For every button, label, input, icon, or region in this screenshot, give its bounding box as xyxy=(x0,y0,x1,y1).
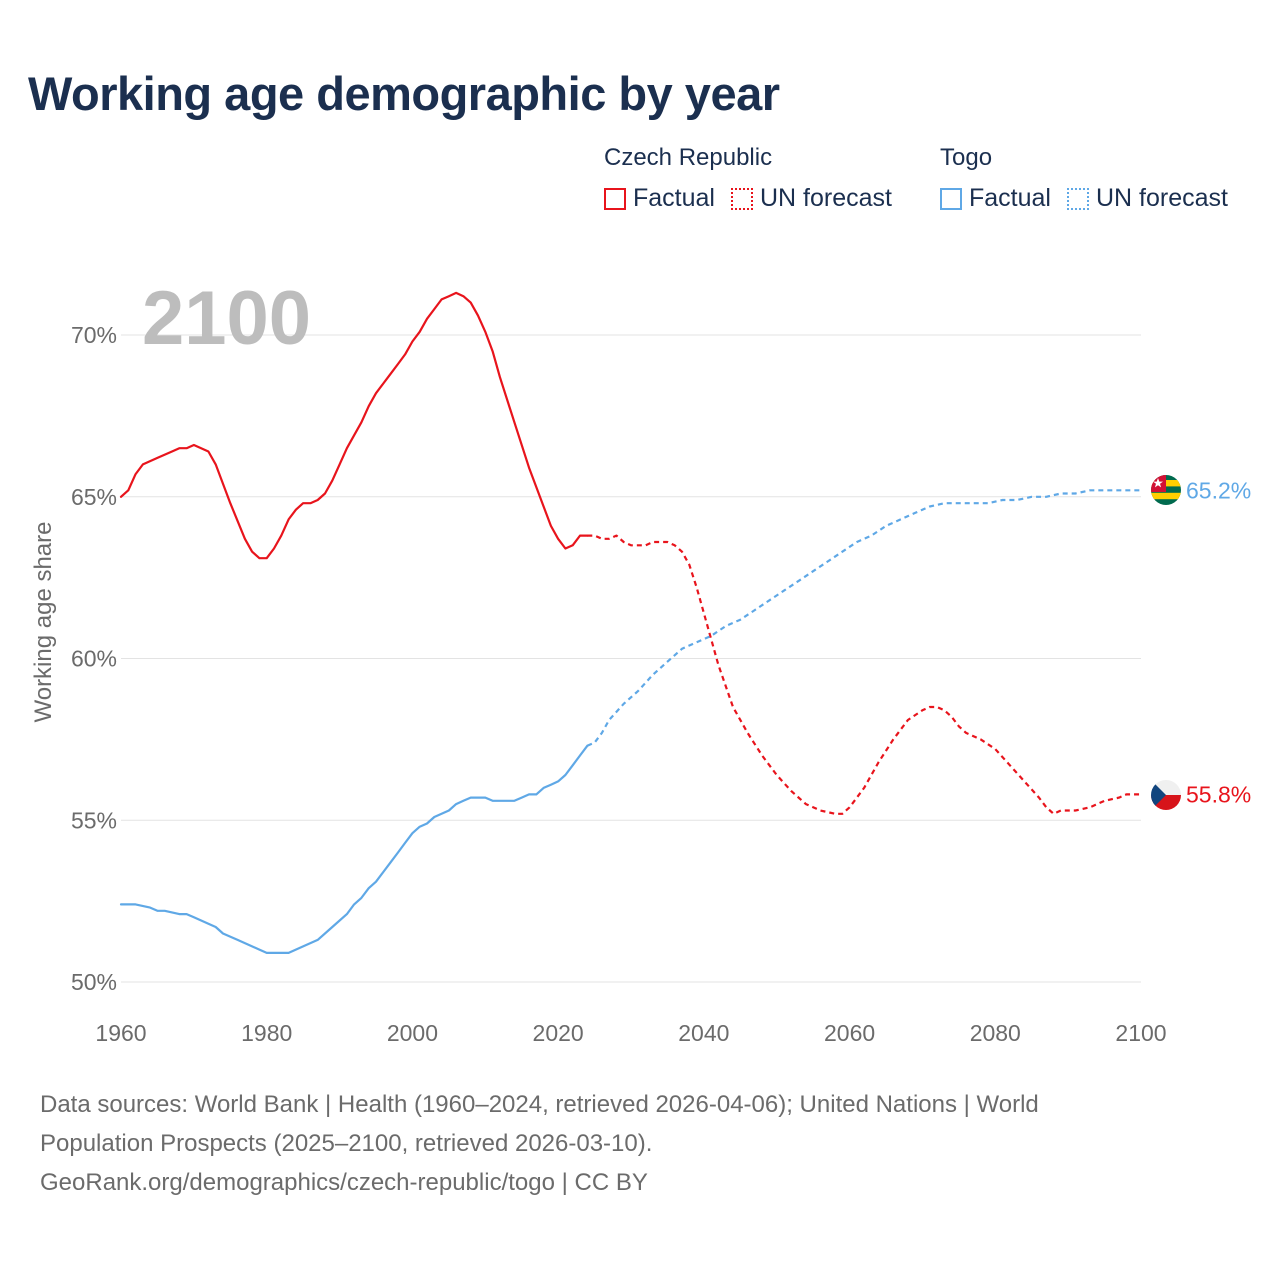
legend-group-czech-republic: Czech Republic Factual UN forecast xyxy=(604,144,908,213)
y-tick-label: 50% xyxy=(71,969,117,995)
legend-label-forecast: UN forecast xyxy=(759,184,892,212)
legend-label-factual: Factual xyxy=(969,184,1051,212)
series-line-czech-republic-forecast[interactable] xyxy=(587,534,1141,815)
series-line-czech-republic-factual[interactable] xyxy=(119,291,589,560)
x-tick-label: 2100 xyxy=(1115,1020,1166,1046)
footer-sources-line-1: Data sources: World Bank | Health (1960–… xyxy=(40,1091,1039,1118)
x-tick-label: 2040 xyxy=(678,1020,729,1046)
legend-item-czech-forecast[interactable]: UN forecast xyxy=(730,184,892,213)
chart-title: Working age demographic by year xyxy=(28,67,780,120)
togo-flag-icon xyxy=(1151,475,1181,505)
legend-swatch-factual xyxy=(604,187,626,210)
y-axis-title: Working age share xyxy=(30,522,57,723)
end-value-label-togo: 65.2% xyxy=(1186,477,1251,503)
legend-item-czech-factual[interactable]: Factual xyxy=(604,184,715,213)
legend-swatch-forecast xyxy=(1066,187,1089,210)
x-tick-label: 2080 xyxy=(970,1020,1021,1046)
legend-swatch-forecast xyxy=(730,187,753,210)
chart-footer: Data sources: World Bank | Health (1960–… xyxy=(40,1085,1220,1202)
end-value-label-czech-republic: 55.8% xyxy=(1186,781,1251,807)
legend-swatch-factual xyxy=(940,187,962,210)
footer-credit-link[interactable]: GeoRank.org/demographics/czech-republic/… xyxy=(40,1169,648,1196)
x-tick-label: 1960 xyxy=(95,1020,146,1046)
y-tick-label: 65% xyxy=(71,484,117,510)
x-tick-label: 1980 xyxy=(241,1020,292,1046)
x-tick-label: 2060 xyxy=(824,1020,875,1046)
legend-label-forecast: UN forecast xyxy=(1095,184,1228,212)
y-tick-label: 70% xyxy=(71,322,117,348)
x-tick-label: 2000 xyxy=(387,1020,438,1046)
y-tick-label: 60% xyxy=(71,646,117,672)
legend-country-label: Togo xyxy=(940,144,993,171)
legend-item-togo-forecast[interactable]: UN forecast xyxy=(1066,184,1228,213)
line-chart: 2100 Working age share 50% 55% 60% 65% 70% 19… xyxy=(30,276,1251,1046)
series-line-togo-factual[interactable] xyxy=(119,744,589,955)
y-tick-label: 55% xyxy=(71,807,117,833)
year-watermark: 2100 xyxy=(142,276,311,361)
x-tick-label: 2020 xyxy=(533,1020,584,1046)
footer-sources-line-2: Population Prospects (2025–2100, retriev… xyxy=(40,1130,653,1157)
czech-republic-flag-icon xyxy=(1151,780,1181,810)
legend-country-label: Czech Republic xyxy=(604,144,773,171)
legend-group-togo: Togo Factual UN forecast xyxy=(940,144,1244,213)
series-line-togo-forecast[interactable] xyxy=(586,489,1141,747)
legend-item-togo-factual[interactable]: Factual xyxy=(940,184,1051,213)
legend-label-factual: Factual xyxy=(633,184,715,212)
